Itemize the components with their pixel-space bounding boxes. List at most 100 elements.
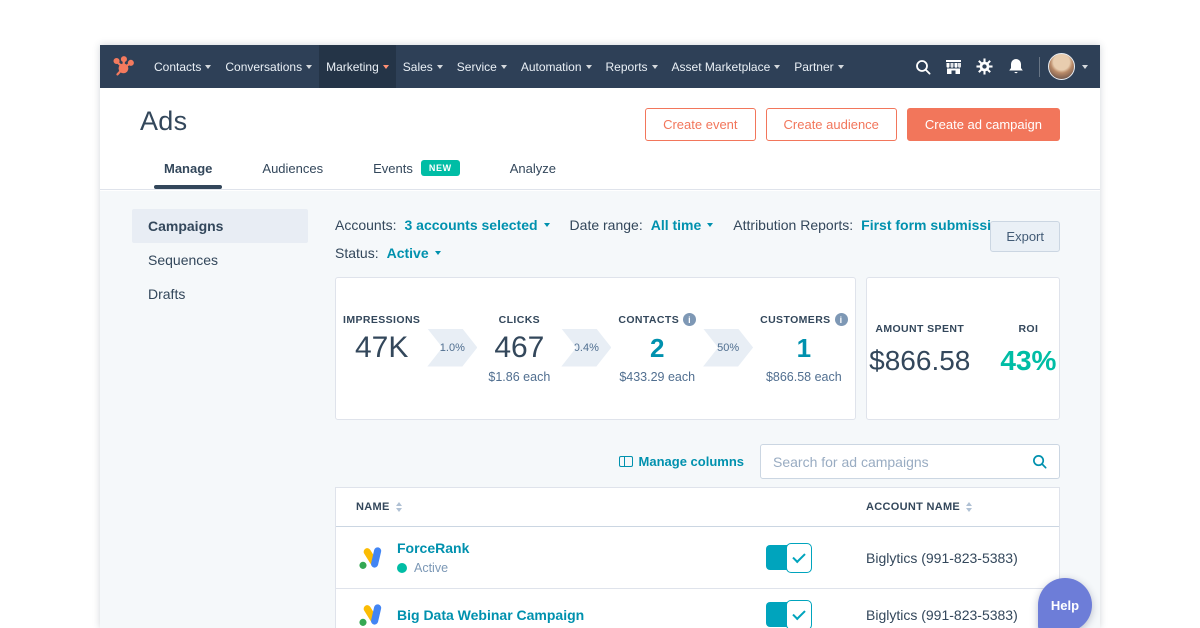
column-header-name[interactable]: NAME: [336, 488, 766, 526]
nav-label: Contacts: [154, 59, 202, 74]
conversion-rate: 50%: [717, 341, 740, 354]
main-content: Accounts: 3 accounts selected Date range…: [335, 191, 1060, 628]
chevron-down-icon: [774, 64, 781, 69]
status-filter-dropdown[interactable]: Active: [387, 245, 441, 261]
marketplace-icon[interactable]: [938, 45, 969, 88]
nav-item-automation[interactable]: Automation: [514, 45, 599, 88]
hubspot-sprocket-icon: [113, 55, 134, 75]
conversion-rate: 1.0%: [439, 341, 465, 354]
tab-audiences[interactable]: Audiences: [262, 160, 323, 189]
column-header-account-name[interactable]: ACCOUNT NAME: [866, 488, 1059, 526]
roi-value: 43%: [1000, 344, 1057, 376]
top-navbar: Contacts Conversations Marketing Sales S…: [100, 45, 1100, 88]
sidebar-item-sequences[interactable]: Sequences: [148, 252, 219, 268]
ads-funnel: IMPRESSIONS 47K 1.0% CLICKS 467 $1.86 ea…: [336, 312, 855, 386]
funnel-stage-impressions: IMPRESSIONS 47K: [336, 312, 427, 386]
chevron-down-icon: [500, 64, 507, 69]
nav-item-partner[interactable]: Partner: [787, 45, 850, 88]
account-name-cell: Biglytics (991-823-5383): [866, 549, 1018, 566]
search-input[interactable]: [761, 453, 1028, 470]
export-button[interactable]: Export: [990, 221, 1060, 252]
amount-spent: AMOUNT SPENT $866.58: [869, 321, 970, 377]
stage-value: 1: [796, 332, 812, 363]
campaign-toggle[interactable]: [766, 599, 812, 628]
stage-value: 2: [649, 332, 665, 363]
campaign-link[interactable]: Big Data Webinar Campaign: [397, 606, 585, 623]
tab-label: Analyze: [509, 160, 556, 176]
attribution-filter-label: Attribution Reports:: [733, 217, 854, 233]
amount-spent-value: $866.58: [869, 344, 971, 376]
stage-value: 47K: [354, 330, 409, 364]
search-icon[interactable]: [1028, 454, 1059, 469]
chevron-down-icon: [436, 64, 443, 69]
create-event-button[interactable]: Create event: [645, 108, 756, 141]
date-range-filter: Date range: All time: [570, 217, 714, 233]
nav-item-marketing[interactable]: Marketing: [319, 45, 396, 88]
date-range-filter-dropdown[interactable]: All time: [651, 217, 714, 233]
sidebar-item-drafts[interactable]: Drafts: [148, 286, 186, 302]
search-icon[interactable]: [907, 45, 938, 88]
nav-label: Partner: [794, 59, 834, 74]
funnel-arrow: 1.0%: [427, 328, 478, 367]
status-dot-icon: [397, 563, 407, 573]
chevron-down-icon: [837, 64, 844, 69]
tab-label: Events: [373, 160, 413, 176]
tab-bar: Manage Audiences Events NEW Analyze: [154, 160, 556, 189]
nav-label: Service: [456, 59, 497, 74]
spend-card: AMOUNT SPENT $866.58 ROI 43%: [865, 277, 1060, 420]
tab-analyze[interactable]: Analyze: [510, 160, 556, 189]
info-icon[interactable]: [683, 313, 697, 326]
manage-columns-button[interactable]: Manage columns: [618, 454, 744, 469]
nav-item-service[interactable]: Service: [450, 45, 514, 88]
chevron-down-icon: [382, 64, 389, 69]
toggle-knob-check-icon: [786, 542, 812, 573]
nav-divider: [1039, 56, 1040, 77]
create-audience-button[interactable]: Create audience: [765, 108, 897, 141]
campaign-status: Active: [397, 561, 469, 575]
status-filter-label: Status:: [335, 245, 379, 261]
campaign-toggle[interactable]: [766, 542, 812, 573]
page-title: Ads: [140, 106, 188, 136]
tab-manage[interactable]: Manage: [154, 160, 223, 189]
user-avatar[interactable]: [1048, 53, 1075, 80]
campaign-name-cell: ForceRank Active: [336, 540, 766, 575]
create-ad-campaign-button[interactable]: Create ad campaign: [906, 108, 1060, 141]
stage-value: 467: [494, 330, 545, 364]
info-icon[interactable]: [834, 313, 848, 326]
attribution-filter: Attribution Reports: First form submissi…: [733, 217, 1021, 233]
nav-label: Marketing: [326, 59, 379, 74]
notifications-bell-icon[interactable]: [1000, 45, 1031, 88]
chevron-down-icon: [434, 251, 441, 255]
campaign-search: [760, 444, 1060, 479]
chevron-down-icon: [306, 64, 313, 69]
campaign-link[interactable]: ForceRank: [397, 540, 470, 556]
nav-item-sales[interactable]: Sales: [396, 45, 450, 88]
hubspot-logo[interactable]: [100, 45, 147, 88]
campaign-name-cell: Big Data Webinar Campaign: [336, 603, 766, 627]
accounts-filter-dropdown[interactable]: 3 accounts selected: [404, 217, 550, 233]
page-header: Ads Create event Create audience Create …: [100, 88, 1100, 190]
nav-label: Sales: [402, 59, 433, 74]
chevron-down-icon: [651, 64, 658, 69]
sort-icon: [395, 502, 402, 512]
nav-item-conversations[interactable]: Conversations: [218, 45, 319, 88]
columns-icon: [618, 456, 633, 467]
status-label: Active: [414, 561, 449, 575]
settings-gear-icon[interactable]: [969, 45, 1000, 88]
chevron-down-icon[interactable]: [1082, 64, 1088, 69]
active-tab-underline: [154, 185, 223, 189]
metric-cards: IMPRESSIONS 47K 1.0% CLICKS 467 $1.86 ea…: [335, 277, 1060, 420]
nav-right-icons: [907, 45, 1100, 88]
sidebar-item-campaigns[interactable]: Campaigns: [132, 209, 308, 243]
table-toolbar: Manage columns: [335, 444, 1060, 479]
tab-events[interactable]: Events NEW: [373, 160, 460, 189]
toggle-cell: [766, 599, 866, 628]
date-range-filter-label: Date range:: [569, 217, 643, 233]
nav-item-asset-marketplace[interactable]: Asset Marketplace: [665, 45, 788, 88]
chevron-down-icon: [585, 64, 592, 69]
help-button[interactable]: Help: [1038, 578, 1092, 628]
filter-bar: Accounts: 3 accounts selected Date range…: [335, 191, 1060, 261]
nav-item-contacts[interactable]: Contacts: [147, 45, 218, 88]
chevron-down-icon: [205, 64, 212, 69]
nav-item-reports[interactable]: Reports: [599, 45, 665, 88]
